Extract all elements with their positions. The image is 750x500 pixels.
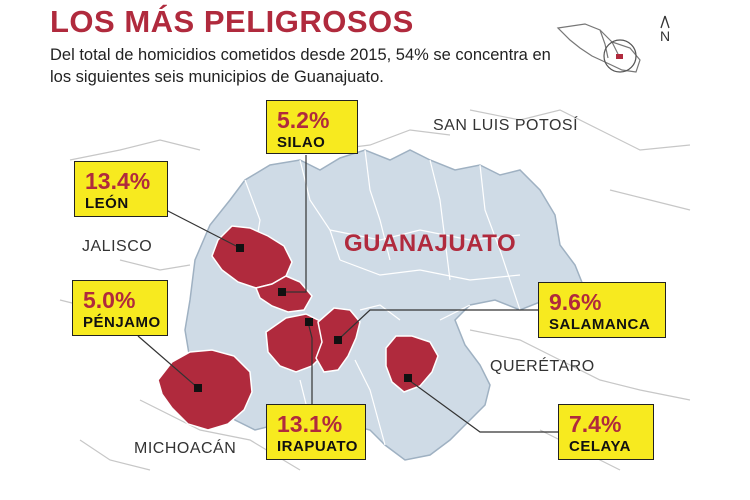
city-markers: [194, 244, 412, 392]
locator-circle: [603, 39, 637, 73]
leader-irapuato: [307, 321, 313, 405]
callout-pct: 13.4%: [85, 168, 151, 194]
callout-pct: 7.4%: [569, 411, 622, 437]
state-label-guanajuato: GUANAJUATO: [344, 230, 517, 257]
leader-lines: [137, 155, 558, 433]
region-label-san-luis: SAN LUIS POTOSÍ: [433, 117, 579, 134]
callout-name: SILAO: [277, 134, 326, 151]
callout-pct: 5.0%: [83, 287, 136, 313]
marker-irapuato: [305, 318, 313, 326]
callout-pct: 9.6%: [549, 289, 602, 315]
callout-name: PÉNJAMO: [83, 314, 161, 331]
map-title: LOS MÁS PELIGROSOS: [50, 4, 414, 39]
locator-guanajuato: [616, 54, 623, 59]
callout-irapuato: 13.1% IRAPUATO: [266, 404, 366, 460]
callout-name: IRAPUATO: [277, 438, 358, 455]
marker-leon: [236, 244, 244, 252]
callout-pct: 13.1%: [277, 411, 343, 437]
callout-leon: 13.4% LEÓN: [74, 161, 168, 217]
mexico-locator: [556, 23, 641, 73]
region-label-michoacan: MICHOACÁN: [134, 440, 237, 457]
region-label-jalisco: JALISCO: [82, 238, 153, 255]
callout-silao: 5.2% SILAO: [266, 100, 358, 154]
leader-silao: [282, 155, 307, 293]
callout-celaya: 7.4% CELAYA: [558, 404, 654, 460]
highlighted-municipalities: [157, 225, 439, 431]
marker-celaya: [404, 374, 412, 382]
guanajuato-state-shape: [184, 149, 586, 461]
callout-pct: 5.2%: [277, 107, 330, 133]
leader-salamanca: [339, 309, 538, 339]
region-label-queretaro: QUERÉTARO: [490, 358, 595, 375]
leader-leon: [165, 209, 241, 249]
callout-name: CELAYA: [569, 438, 631, 455]
penjamo-shape: [157, 349, 253, 431]
celaya-shape: [385, 335, 439, 393]
leader-penjamo: [137, 335, 199, 389]
marker-salamanca: [334, 336, 342, 344]
callout-penjamo: 5.0% PÉNJAMO: [72, 280, 168, 336]
callout-name: LEÓN: [85, 195, 129, 212]
callout-salamanca: 9.6% SALAMANCA: [538, 282, 666, 338]
leader-celaya: [405, 377, 558, 433]
callout-name: SALAMANCA: [549, 316, 651, 333]
marker-penjamo: [194, 384, 202, 392]
map-subtitle: Del total de homicidios cometidos desde …: [50, 46, 551, 86]
marker-silao: [278, 288, 286, 296]
north-label: N: [659, 28, 671, 44]
north-arrow-icon: [660, 15, 670, 29]
